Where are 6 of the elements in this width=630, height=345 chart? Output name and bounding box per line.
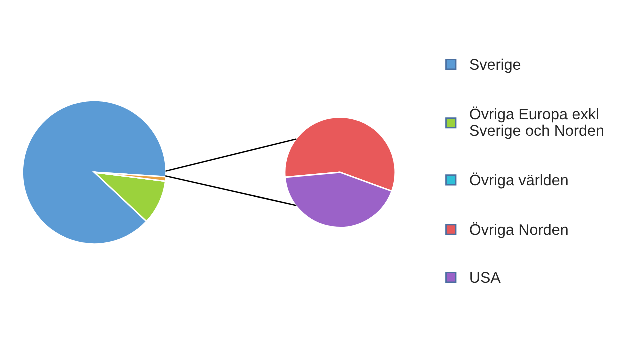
legend-label: Övriga Norden <box>470 222 568 238</box>
legend-label: Sverige <box>470 58 521 74</box>
pie-slice <box>22 100 167 245</box>
legend-label: USA <box>470 272 501 284</box>
legend-label: Övriga världen <box>470 172 568 189</box>
legend-label: Övriga Europa exkl Sverige och Norden <box>470 106 604 140</box>
